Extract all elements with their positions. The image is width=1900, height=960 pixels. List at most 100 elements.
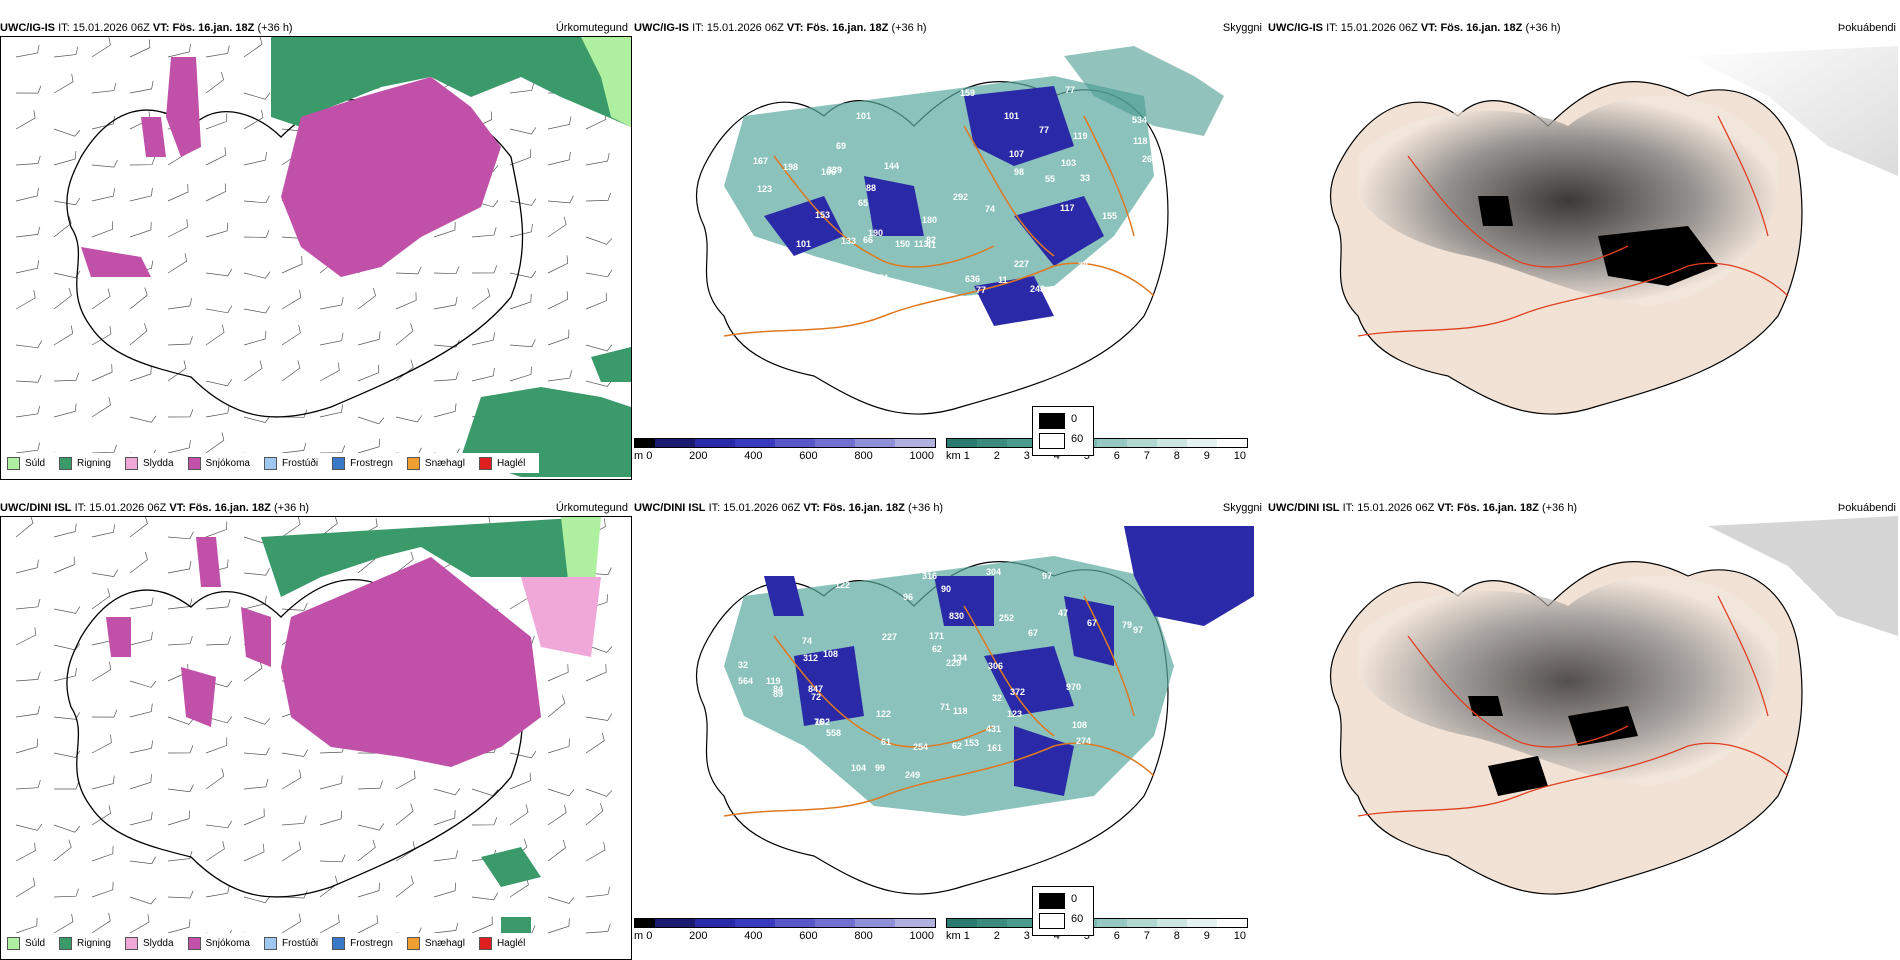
fog-white-value: 60 bbox=[1071, 913, 1084, 925]
it-value: 15.01.2026 06Z bbox=[72, 22, 150, 34]
legend-swatch bbox=[406, 936, 420, 950]
wind-barb bbox=[433, 882, 457, 898]
wind-barb bbox=[205, 324, 225, 346]
wind-barb bbox=[433, 266, 460, 275]
visibility-panel: UWC/IG-IS IT: 15.01.2026 06Z VT: Fös. 16… bbox=[634, 20, 1266, 480]
wind-barb bbox=[53, 270, 81, 279]
legend-label: Rigning bbox=[77, 457, 111, 469]
km-unit: km bbox=[946, 930, 961, 942]
km-tick: 7 bbox=[1143, 930, 1150, 942]
wind-barb bbox=[547, 918, 570, 934]
wind-barb bbox=[243, 567, 270, 576]
fog-black-swatch bbox=[1039, 893, 1065, 909]
legend-label: Snæhagl bbox=[424, 457, 465, 469]
visibility-value: 180 bbox=[922, 215, 937, 225]
wind-barb bbox=[433, 788, 461, 796]
wind-barb bbox=[53, 750, 81, 758]
lead-time: (+36 h) bbox=[1525, 22, 1561, 34]
visibility-value: 108 bbox=[823, 649, 838, 659]
wind-barb bbox=[243, 660, 263, 682]
wind-barb bbox=[281, 517, 301, 538]
wind-barb bbox=[585, 192, 612, 202]
fog-white-value: 60 bbox=[1071, 433, 1084, 445]
vt-label: VT: bbox=[169, 502, 186, 514]
wind-barb bbox=[395, 266, 422, 275]
wind-barb bbox=[319, 404, 344, 418]
wind-barb bbox=[585, 803, 604, 826]
vt-label: VT: bbox=[1420, 22, 1438, 34]
wind-barb bbox=[53, 824, 81, 833]
wind-barb bbox=[281, 749, 309, 757]
legend-item: Haglél bbox=[478, 936, 525, 950]
visibility-value: 67 bbox=[1087, 618, 1097, 628]
panel-title: Úrkomutegund bbox=[555, 502, 628, 514]
wind-barb bbox=[357, 915, 379, 934]
wind-barb bbox=[547, 195, 574, 204]
wind-barb bbox=[129, 323, 148, 346]
wind-barb bbox=[319, 297, 344, 310]
wind-barb bbox=[585, 841, 606, 862]
legend-item: Snæhagl bbox=[406, 456, 465, 470]
wind-barb bbox=[357, 780, 383, 790]
fog-map-svg bbox=[1329, 46, 1898, 415]
wind-barb bbox=[15, 559, 39, 574]
visibility-value: 153 bbox=[815, 210, 830, 220]
wind-barb bbox=[205, 183, 227, 202]
wind-barb bbox=[53, 403, 77, 418]
visibility-value: 292 bbox=[765, 258, 780, 268]
visibility-value: 153 bbox=[964, 738, 979, 748]
wind-barb bbox=[319, 854, 346, 863]
m-tick: 600 bbox=[799, 450, 818, 462]
wind-barb bbox=[53, 667, 77, 682]
wind-barb bbox=[547, 788, 575, 797]
visibility-value: 67 bbox=[1028, 628, 1038, 638]
vt-value: Fös. 16.jan. 18Z bbox=[1456, 502, 1539, 514]
model-name: UWC/DINI ISL bbox=[0, 502, 72, 514]
wind-barb bbox=[585, 713, 613, 721]
visibility-values: 85 97 122 47 118 108 72 102 67 67 119 273 123 229 249 8… bbox=[738, 561, 1143, 780]
wind-barb bbox=[167, 218, 188, 238]
m-tick: 400 bbox=[744, 450, 763, 462]
precip-type-panel: UWC/IG-IS IT: 15.01.2026 06Z VT: Fös. 16… bbox=[0, 20, 632, 480]
legend-label: Haglél bbox=[496, 457, 526, 469]
wind-barb bbox=[205, 72, 225, 94]
wind-barb bbox=[129, 551, 148, 574]
wind-barb bbox=[281, 325, 301, 346]
model-name: UWC/IG-IS bbox=[1268, 22, 1323, 34]
wind-barb bbox=[243, 716, 271, 725]
wind-barb bbox=[129, 39, 151, 58]
wind-barb bbox=[15, 706, 40, 718]
wind-barb bbox=[15, 45, 40, 58]
visibility-value: 254 bbox=[913, 742, 928, 752]
roads bbox=[723, 595, 1155, 817]
wind-barb bbox=[547, 255, 569, 274]
wind-barb bbox=[91, 188, 115, 202]
legend-label: Slydda bbox=[142, 457, 174, 469]
wind-barb bbox=[547, 291, 569, 310]
wind-barb bbox=[471, 265, 498, 274]
wind-barb bbox=[15, 842, 36, 862]
it-value: 15.01.2026 06Z bbox=[706, 22, 784, 34]
legend-swatch bbox=[187, 936, 201, 950]
legend-label: Frostúði bbox=[281, 457, 319, 469]
visibility-value: 108 bbox=[1072, 720, 1087, 730]
legend-item: Súld bbox=[7, 456, 45, 470]
wind-barb bbox=[281, 289, 302, 310]
wind-barb bbox=[243, 808, 265, 826]
km-tick: 8 bbox=[1173, 450, 1180, 462]
visibility-value: 69 bbox=[836, 141, 846, 151]
m-tick: 1000 bbox=[909, 450, 934, 462]
km-unit: km bbox=[946, 450, 961, 462]
wind-barb bbox=[585, 788, 613, 797]
visibility-value: 102 bbox=[815, 717, 830, 727]
lead-time: (+36 h) bbox=[257, 22, 293, 34]
legend-item: Snjókoma bbox=[187, 936, 250, 950]
visibility-value: 122 bbox=[876, 709, 891, 719]
wind-barb bbox=[15, 374, 42, 383]
visibility-value: 79 bbox=[1122, 620, 1132, 630]
roads bbox=[723, 115, 1155, 337]
m-unit: m bbox=[634, 930, 644, 942]
wind-barb bbox=[15, 877, 36, 898]
visibility-value: 76 bbox=[814, 717, 824, 727]
legend-item: Slydda bbox=[124, 936, 174, 950]
